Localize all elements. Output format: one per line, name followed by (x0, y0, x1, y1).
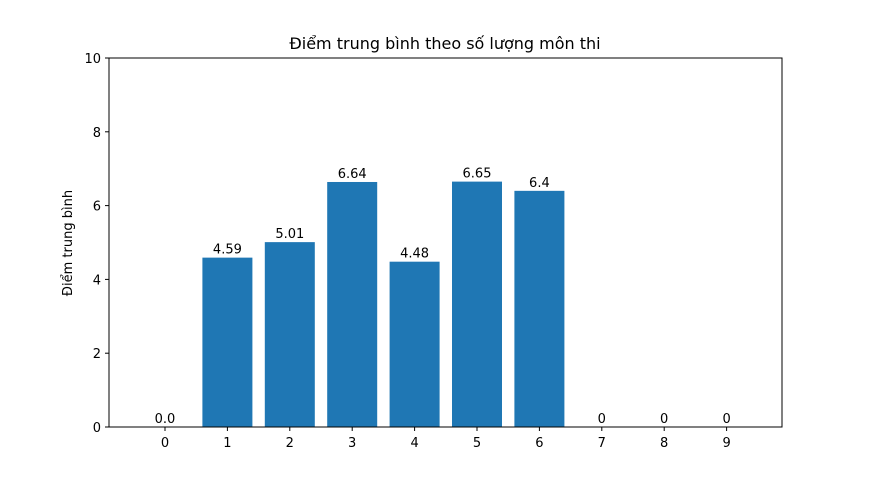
x-tick-label-7: 7 (598, 436, 606, 451)
x-tick-label-5: 5 (473, 436, 481, 451)
bar-4 (389, 261, 440, 427)
y-tick-label-8: 8 (93, 126, 101, 141)
x-tick-label-3: 3 (348, 436, 356, 451)
x-tick-label-8: 8 (660, 436, 668, 451)
data-label-3: 6.64 (338, 167, 367, 182)
x-tick-label-4: 4 (410, 436, 418, 451)
data-label-5: 6.65 (463, 167, 492, 182)
y-tick-label-6: 6 (93, 200, 101, 215)
y-tick-label-10: 10 (84, 52, 101, 67)
data-label-1: 4.59 (213, 243, 242, 258)
bar-6 (514, 190, 565, 427)
x-tick-label-0: 0 (161, 436, 169, 451)
data-label-6: 6.4 (529, 176, 550, 191)
data-label-4: 4.48 (400, 247, 429, 262)
data-label-0: 0.0 (155, 412, 176, 427)
bar-5 (452, 181, 502, 427)
data-label-7: 0 (598, 412, 606, 427)
y-tick-label-0: 0 (93, 421, 101, 436)
x-tick-label-6: 6 (535, 436, 543, 451)
plot-frame (108, 57, 783, 428)
bar-2 (264, 242, 315, 427)
bar-3 (327, 181, 378, 427)
y-tick-label-4: 4 (93, 273, 101, 288)
x-tick-label-2: 2 (286, 436, 294, 451)
plot-area: 0.0 4.59 5.01 6.64 4.48 6.65 6.4 0 0 0 0 1 2 3 4 5 6 7 8 9 0… (84, 52, 783, 451)
x-tick-label-9: 9 (722, 436, 730, 451)
data-label-2: 5.01 (275, 227, 304, 242)
y-tick-label-2: 2 (93, 347, 101, 362)
data-label-8: 0 (660, 412, 668, 427)
chart-title: Điểm trung bình theo số lượng môn thi (289, 34, 600, 53)
bar-1 (202, 257, 253, 427)
y-axis-label: Điểm trung bình (61, 190, 76, 296)
x-tick-label-1: 1 (223, 436, 231, 451)
data-label-9: 0 (722, 412, 730, 427)
